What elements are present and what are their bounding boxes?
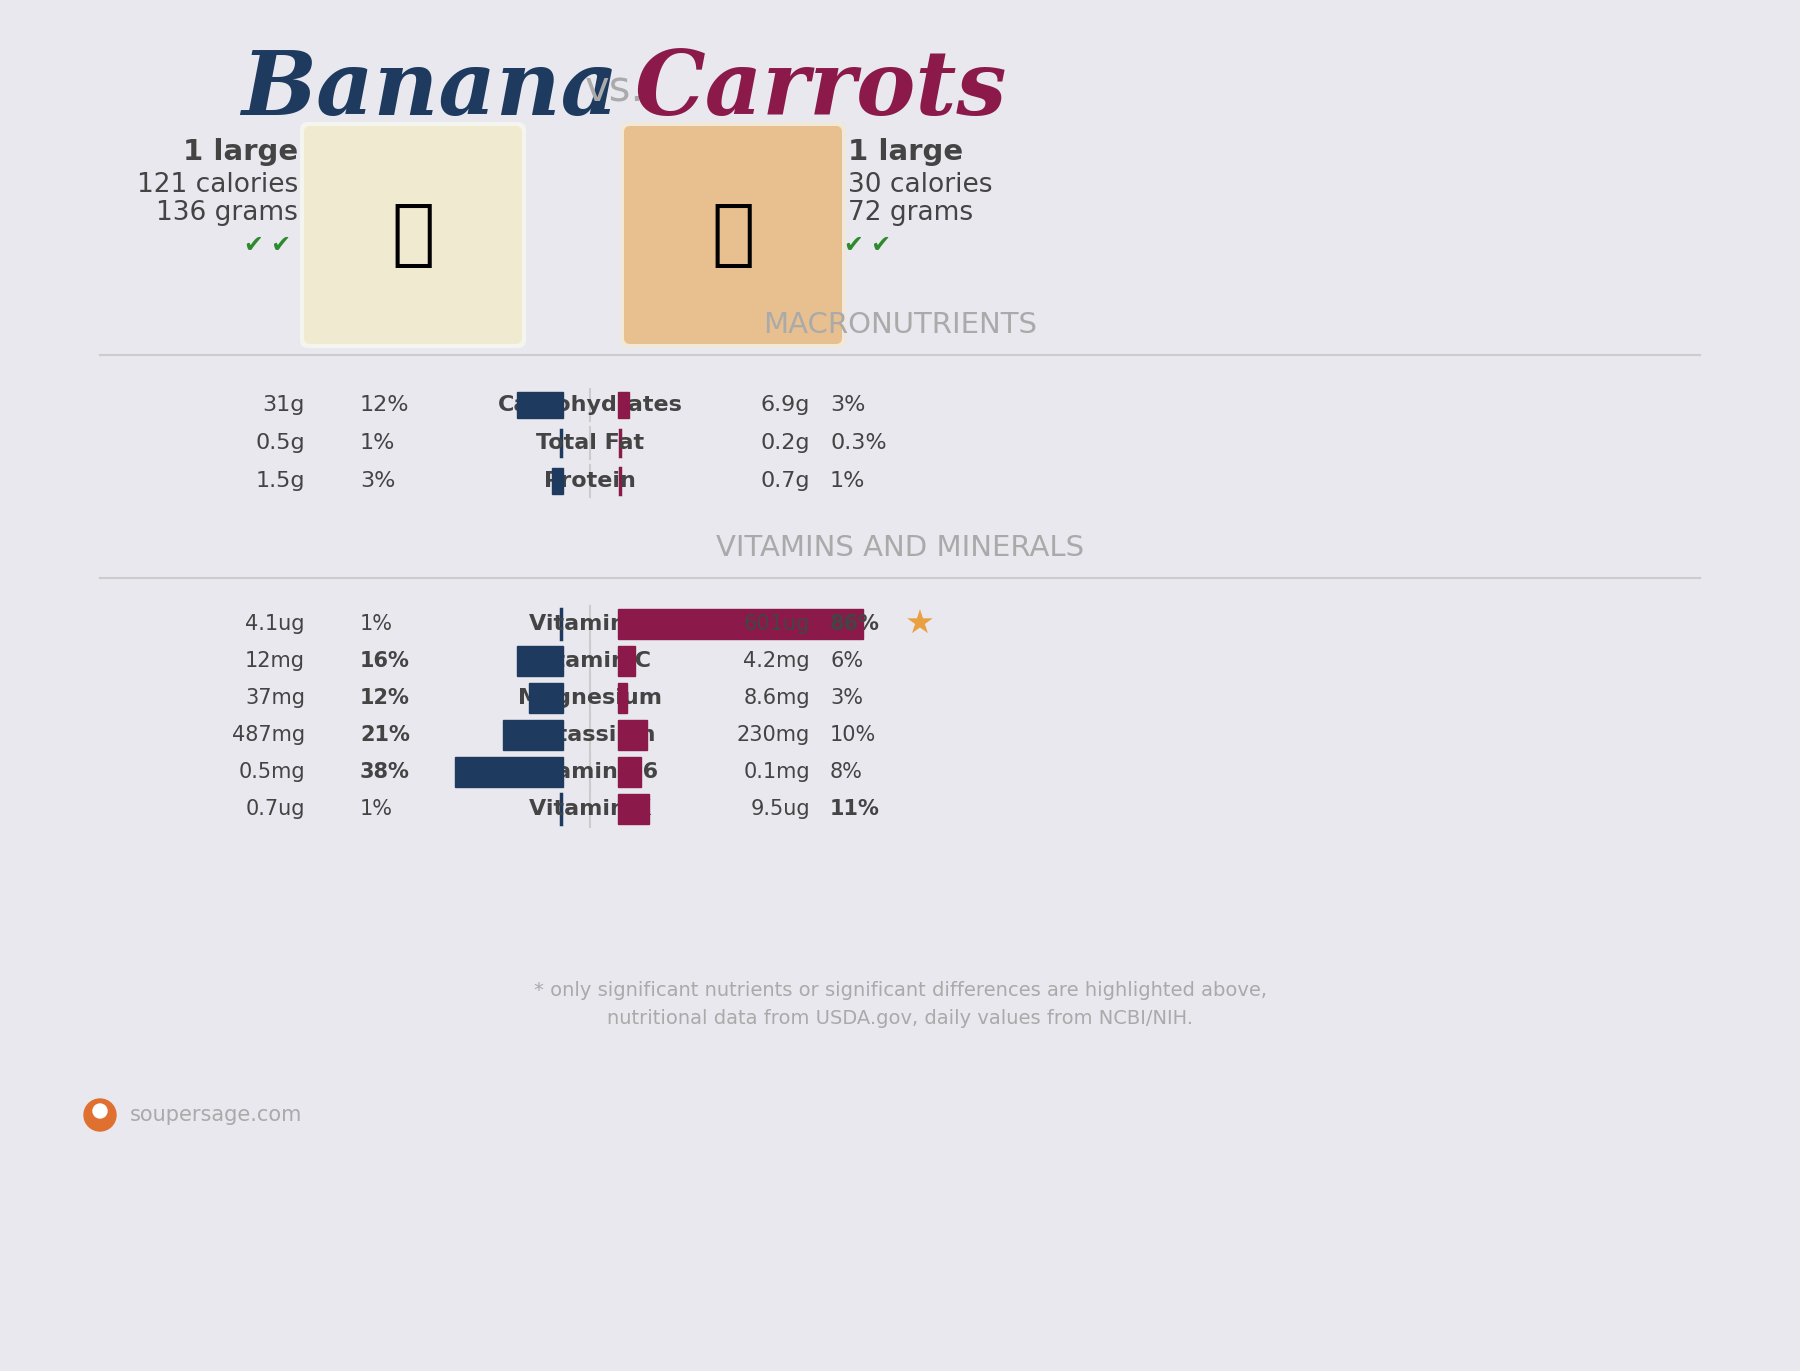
Text: 136 grams: 136 grams: [157, 200, 299, 226]
Text: Potassium: Potassium: [526, 725, 655, 744]
Text: 3%: 3%: [830, 395, 866, 415]
Text: 6%: 6%: [830, 651, 864, 670]
Bar: [617, 720, 646, 750]
Text: 21%: 21%: [360, 725, 410, 744]
Text: 1 large: 1 large: [184, 138, 299, 166]
Text: Total Fat: Total Fat: [536, 433, 644, 452]
Bar: [617, 609, 864, 639]
Text: 3%: 3%: [830, 688, 862, 707]
Text: 230mg: 230mg: [736, 725, 810, 744]
Circle shape: [85, 1100, 115, 1131]
Text: 10%: 10%: [830, 725, 877, 744]
Text: 1 large: 1 large: [848, 138, 963, 166]
Text: 0.7ug: 0.7ug: [245, 799, 304, 818]
Text: 0.5mg: 0.5mg: [238, 762, 304, 781]
Text: Vitamin K: Vitamin K: [529, 799, 652, 818]
Bar: [504, 720, 563, 750]
Text: Vitamin A: Vitamin A: [529, 614, 652, 633]
Text: 12%: 12%: [360, 395, 410, 415]
Text: 4.2mg: 4.2mg: [743, 651, 810, 670]
FancyBboxPatch shape: [304, 126, 522, 344]
Text: 31g: 31g: [263, 395, 304, 415]
Bar: [551, 468, 563, 494]
Text: 0.3%: 0.3%: [830, 433, 887, 452]
Circle shape: [94, 1104, 106, 1117]
Text: Vitamin C: Vitamin C: [529, 651, 650, 670]
Text: 4.1ug: 4.1ug: [245, 614, 304, 633]
Bar: [617, 757, 641, 787]
Text: nutritional data from USDA.gov, daily values from NCBI/NIH.: nutritional data from USDA.gov, daily va…: [607, 1009, 1193, 1027]
Text: 0.1mg: 0.1mg: [743, 762, 810, 781]
Text: Vitamin B6: Vitamin B6: [522, 762, 659, 781]
Text: Carbohydrates: Carbohydrates: [497, 395, 682, 415]
Text: 🥕: 🥕: [711, 200, 754, 270]
Text: ✔ ✔: ✔ ✔: [844, 233, 891, 256]
Text: * only significant nutrients or significant differences are highlighted above,: * only significant nutrients or signific…: [533, 980, 1267, 999]
Bar: [617, 646, 635, 676]
Text: 12mg: 12mg: [245, 651, 304, 670]
Text: 86%: 86%: [830, 614, 880, 633]
FancyBboxPatch shape: [301, 122, 526, 348]
Text: Banana: Banana: [241, 47, 619, 133]
Text: 11%: 11%: [830, 799, 880, 818]
Text: 8.6mg: 8.6mg: [743, 688, 810, 707]
Text: 37mg: 37mg: [245, 688, 304, 707]
Text: 38%: 38%: [360, 762, 410, 781]
FancyBboxPatch shape: [625, 126, 842, 344]
Text: soupersage.com: soupersage.com: [130, 1105, 302, 1126]
Text: ✔ ✔: ✔ ✔: [245, 233, 292, 256]
Text: MACRONUTRIENTS: MACRONUTRIENTS: [763, 311, 1037, 339]
Text: 0.7g: 0.7g: [760, 472, 810, 491]
Text: 3%: 3%: [360, 472, 396, 491]
Bar: [617, 392, 630, 418]
Text: 487mg: 487mg: [232, 725, 304, 744]
Bar: [517, 392, 563, 418]
Text: Protein: Protein: [544, 472, 635, 491]
Bar: [529, 683, 563, 713]
Text: 16%: 16%: [360, 651, 410, 670]
Text: VITAMINS AND MINERALS: VITAMINS AND MINERALS: [716, 533, 1084, 562]
Text: 1.5g: 1.5g: [256, 472, 304, 491]
Text: 0.2g: 0.2g: [760, 433, 810, 452]
Text: 1%: 1%: [360, 433, 396, 452]
Bar: [517, 646, 563, 676]
Text: ★: ★: [905, 607, 934, 640]
Text: 8%: 8%: [830, 762, 862, 781]
Bar: [455, 757, 563, 787]
Text: 30 calories: 30 calories: [848, 171, 992, 197]
FancyBboxPatch shape: [619, 122, 846, 348]
Text: 0.5g: 0.5g: [256, 433, 304, 452]
Bar: [617, 794, 650, 824]
Text: vs.: vs.: [585, 69, 644, 111]
Text: 1%: 1%: [360, 614, 392, 633]
Text: 12%: 12%: [360, 688, 410, 707]
Text: 72 grams: 72 grams: [848, 200, 974, 226]
Text: 601ug: 601ug: [743, 614, 810, 633]
Text: Magnesium: Magnesium: [518, 688, 662, 707]
Text: 121 calories: 121 calories: [137, 171, 299, 197]
Text: 1%: 1%: [830, 472, 866, 491]
Text: 🍌: 🍌: [391, 200, 434, 270]
Text: Carrots: Carrots: [634, 47, 1006, 133]
Text: 1%: 1%: [360, 799, 392, 818]
Bar: [617, 683, 626, 713]
Text: 6.9g: 6.9g: [761, 395, 810, 415]
Text: 9.5ug: 9.5ug: [751, 799, 810, 818]
